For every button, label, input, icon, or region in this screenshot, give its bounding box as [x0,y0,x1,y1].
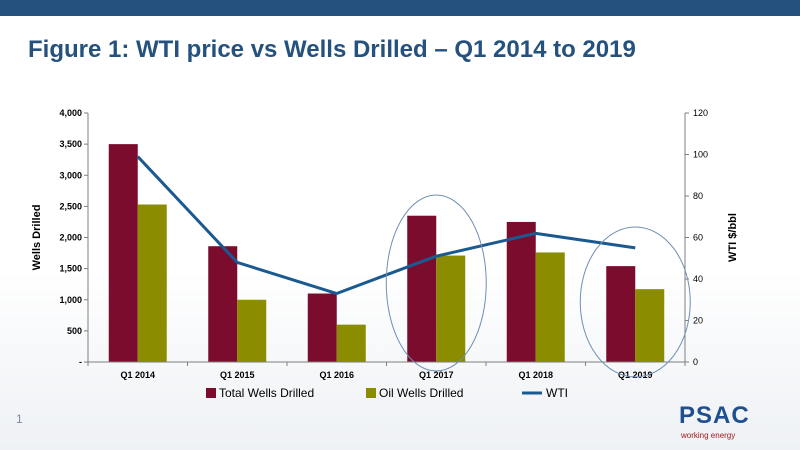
left-tick-label-2: 1,000 [59,295,82,305]
right-tick-label-2: 40 [693,274,703,284]
bar-oil-wells-1 [237,299,267,362]
slide-title: Figure 1: WTI price vs Wells Drilled – Q… [28,36,636,63]
y2-axis-title: WTI $/bbl [727,213,739,262]
bar-total-wells-2 [307,293,337,362]
left-tick-label-5: 2,500 [59,201,82,211]
highlight-ellipse-0 [385,194,487,372]
left-tick-label-3: 1,500 [59,264,82,274]
right-tick-label-5: 100 [693,150,708,160]
bar-total-wells-4 [506,221,536,362]
left-tick-label-6: 3,000 [59,170,82,180]
bar-total-wells-1 [208,246,238,362]
header-bar [0,0,800,16]
legend-label-1: Oil Wells Drilled [379,386,463,400]
x-tick-label-0: Q1 2014 [120,370,155,380]
right-tick-label-0: 0 [693,357,698,367]
bar-oil-wells-3 [436,255,466,362]
legend-swatch-0 [206,388,216,398]
logo-wordmark: PSAC [679,402,750,429]
x-tick-label-1: Q1 2015 [220,370,255,380]
right-tick-label-4: 80 [693,191,703,201]
right-tick-label-3: 60 [693,233,703,243]
bar-total-wells-5 [606,266,636,362]
bar-oil-wells-0 [137,204,167,362]
bar-total-wells-3 [407,215,437,362]
legend-label-2: WTI [546,386,568,400]
psac-logo: PSAC working energy [679,402,779,442]
left-tick-label-8: 4,000 [59,108,82,118]
logo-tagline: working energy [681,431,736,440]
x-tick-label-5: Q1 2019 [618,370,653,380]
legend-label-0: Total Wells Drilled [219,386,314,400]
left-tick-label-4: 2,000 [59,233,82,243]
y-axis-title: Wells Drilled [31,205,43,271]
x-tick-label-4: Q1 2018 [518,370,553,380]
bar-total-wells-0 [108,144,138,362]
left-tick-label-1: 500 [67,326,82,336]
bar-oil-wells-4 [535,252,565,362]
page-number: 1 [16,412,23,426]
bar-oil-wells-2 [336,324,366,362]
left-tick-label-7: 3,500 [59,139,82,149]
highlight-ellipse-1 [579,226,691,378]
x-tick-label-3: Q1 2017 [419,370,454,380]
legend-swatch-1 [366,388,376,398]
right-tick-label-1: 20 [693,316,703,326]
bar-oil-wells-5 [635,289,665,362]
x-tick-label-2: Q1 2016 [319,370,354,380]
right-tick-label-6: 120 [693,108,708,118]
left-tick-label-0: - [79,357,82,367]
